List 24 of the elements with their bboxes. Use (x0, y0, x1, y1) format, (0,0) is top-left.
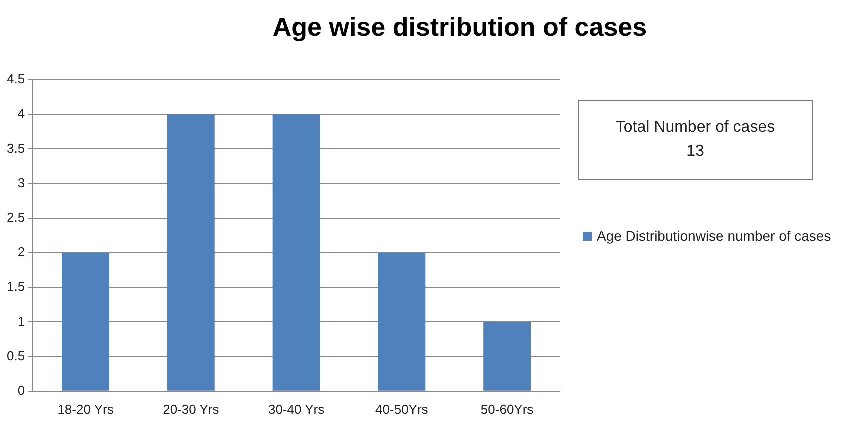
y-tick-label: 3.5 (6, 140, 26, 156)
y-tick-label: 0 (18, 382, 26, 398)
y-tick-label: 0.5 (6, 348, 26, 364)
y-tick-label: 3 (18, 175, 26, 190)
x-tick-label: 18-20 Yrs (58, 402, 114, 417)
y-tick-label: 4.5 (6, 72, 26, 87)
bar (484, 322, 532, 391)
x-tick-label: 20-30 Yrs (163, 402, 220, 417)
y-tick-label: 1.5 (6, 279, 26, 294)
bar (62, 253, 110, 391)
y-tick-label: 1 (18, 314, 26, 329)
text: Total Number of cases (616, 118, 776, 138)
x-tick-label: 50-60Yrs (480, 402, 534, 417)
legend-label: Age Distributionwise number of cases (597, 227, 832, 246)
chart-title: Age wise distribution of cases (272, 12, 648, 43)
y-tick-label: 2 (18, 244, 26, 260)
x-tick-label: 30-40 Yrs (268, 402, 326, 417)
text: 13 (686, 142, 704, 162)
bar (272, 114, 320, 391)
bar (167, 114, 215, 391)
y-tick-label: 2.5 (6, 210, 26, 225)
y-tick-label: 4 (18, 106, 26, 122)
bar (378, 253, 426, 391)
x-tick-label: 40-50Yrs (376, 402, 429, 417)
